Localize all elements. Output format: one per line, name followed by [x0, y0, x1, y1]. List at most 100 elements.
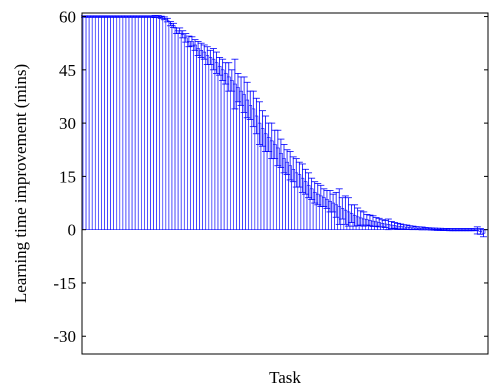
error-bar — [344, 197, 352, 227]
bar — [187, 41, 191, 230]
y-tick-label: 15 — [59, 167, 76, 186]
error-bar — [182, 33, 190, 43]
bar — [183, 37, 188, 230]
error-bar — [194, 41, 202, 57]
y-tick-label: 60 — [59, 8, 76, 27]
bar — [98, 16, 102, 230]
errorbars-layer — [81, 15, 487, 238]
bar — [223, 73, 228, 230]
y-tick-label: 30 — [59, 114, 76, 133]
bar — [239, 90, 243, 230]
error-bar — [470, 228, 478, 232]
error-bar — [206, 49, 214, 65]
error-bar — [277, 138, 285, 168]
bar — [220, 69, 225, 230]
bar — [168, 23, 173, 230]
bar — [110, 16, 114, 230]
error-bar — [188, 36, 196, 47]
error-bar — [231, 58, 239, 110]
y-tick-label: -15 — [53, 274, 76, 293]
error-bar — [274, 129, 282, 167]
bar — [94, 16, 99, 230]
error-bar — [332, 191, 340, 218]
error-bar — [243, 81, 251, 119]
bar — [226, 76, 231, 230]
bar — [193, 44, 197, 230]
bar — [104, 16, 108, 230]
error-bar — [357, 210, 365, 226]
error-bar — [280, 144, 288, 174]
bar — [119, 16, 124, 230]
bar — [159, 16, 164, 230]
bar — [205, 55, 210, 230]
y-axis-ticks: 60 45 30 15 0 -15 -30 — [53, 8, 488, 346]
error-bar — [234, 72, 242, 103]
y-tick-label: 45 — [59, 61, 76, 80]
bar — [156, 16, 161, 230]
error-bar — [252, 97, 260, 135]
bar — [165, 19, 170, 230]
bar — [208, 57, 213, 230]
x-axis-label: Task — [269, 368, 301, 387]
error-bar — [335, 188, 343, 225]
bar — [125, 16, 130, 230]
error-bar — [216, 57, 224, 76]
bar — [248, 105, 253, 230]
bar — [211, 58, 216, 230]
bar — [144, 16, 148, 230]
bar — [122, 16, 127, 230]
bar — [180, 34, 185, 230]
bar — [91, 16, 96, 230]
bar — [131, 16, 136, 230]
bar — [153, 16, 157, 230]
error-bar — [295, 161, 303, 188]
bar — [101, 16, 105, 230]
bar — [128, 16, 133, 230]
bar — [230, 80, 234, 230]
error-bar — [384, 218, 392, 231]
error-bar — [197, 42, 205, 58]
bar — [147, 16, 151, 230]
error-bar — [338, 197, 346, 220]
y-tick-label: -30 — [53, 327, 76, 346]
error-bar — [301, 168, 309, 195]
error-bar — [286, 151, 294, 181]
y-axis-label: Learning time improvement (mins) — [11, 64, 30, 303]
bar — [174, 30, 179, 230]
bar — [150, 16, 154, 230]
bar — [217, 65, 222, 230]
error-bar — [341, 195, 349, 225]
bar — [85, 16, 90, 230]
bar — [134, 16, 139, 230]
error-bar — [363, 213, 371, 226]
bar — [202, 51, 207, 230]
error-bar — [289, 156, 297, 183]
bar — [242, 94, 246, 230]
error-bar — [249, 90, 257, 128]
error-bar — [200, 44, 208, 60]
bar — [199, 49, 203, 230]
error-bar — [259, 110, 267, 147]
bar — [177, 30, 182, 230]
error-bar — [298, 163, 306, 193]
error-bar — [372, 217, 380, 227]
error-bar — [228, 69, 236, 92]
error-bar — [185, 35, 193, 48]
error-bar — [314, 183, 322, 206]
error-bar — [381, 220, 389, 228]
error-bar — [329, 193, 337, 213]
bar — [116, 16, 121, 230]
bar — [113, 16, 118, 230]
bar — [141, 16, 145, 230]
bar — [88, 16, 93, 230]
bar — [162, 18, 167, 230]
bar — [171, 25, 176, 230]
bar — [137, 16, 142, 230]
error-bar — [283, 149, 291, 176]
bar — [214, 62, 219, 230]
bar — [196, 48, 200, 230]
error-bar — [255, 101, 263, 145]
bar — [190, 41, 194, 230]
error-bar — [366, 214, 374, 227]
